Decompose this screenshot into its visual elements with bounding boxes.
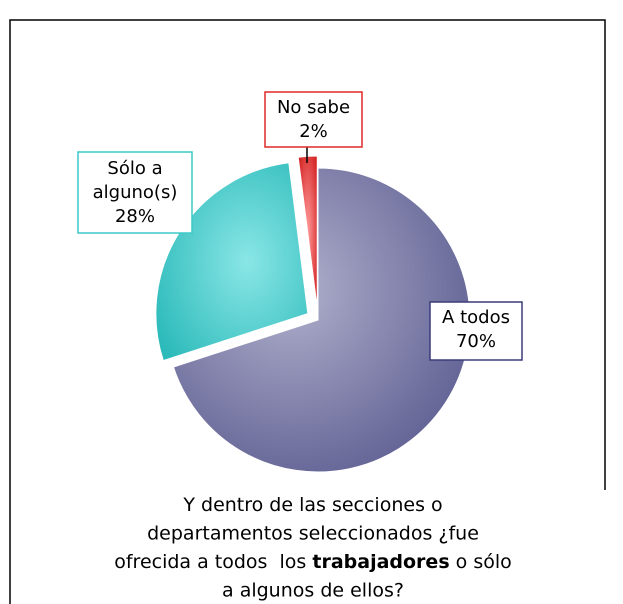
frame (9, 19, 606, 604)
caption-line: ofrecida a todos los trabajadores o sólo (114, 551, 512, 573)
label-box (77, 151, 193, 234)
slice-label-line: alguno(s) (93, 182, 178, 203)
caption-line: departamentos seleccionados ¿fue (147, 522, 479, 544)
pie-slice (172, 167, 471, 473)
slice-label: No sabe (277, 97, 350, 118)
slice-value-label: 28% (115, 206, 155, 227)
caption-segment: a algunos de ellos? (222, 579, 404, 601)
slice-value-label: 2% (299, 121, 328, 142)
slice-label: Sólo a alguno(s) (93, 158, 178, 203)
slice-label-line: Sólo a (107, 158, 162, 179)
label-box (429, 301, 523, 361)
caption-segment: trabajadores (312, 551, 449, 573)
label-box (264, 91, 363, 148)
caption-segment: Y dentro de las secciones o (182, 494, 442, 516)
slice-value-label: 70% (456, 331, 496, 352)
caption-segment: departamentos seleccionados ¿fue (147, 522, 479, 544)
caption-segment: o sólo (450, 551, 512, 573)
slice-label: A todos (442, 307, 510, 328)
caption-line: Y dentro de las secciones o (182, 494, 442, 516)
caption-segment: ofrecida a todos los (114, 551, 312, 573)
caption-line: a algunos de ellos? (222, 579, 404, 601)
